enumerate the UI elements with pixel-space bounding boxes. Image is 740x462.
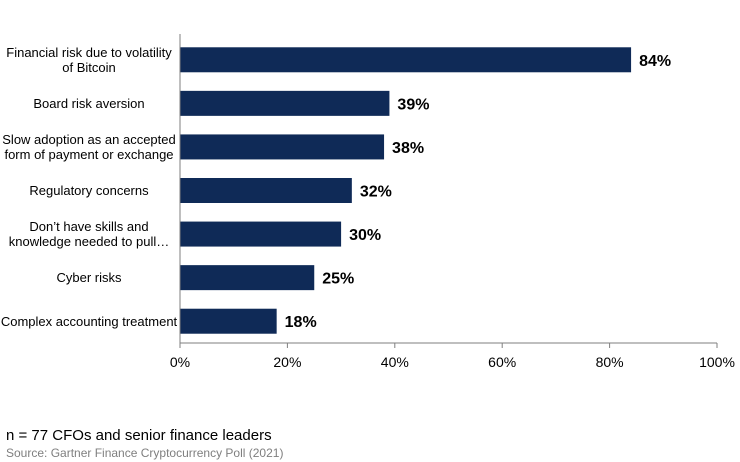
- data-label: 32%: [360, 184, 392, 201]
- source-note: Source: Gartner Finance Cryptocurrency P…: [6, 446, 284, 460]
- data-label: 84%: [639, 53, 671, 70]
- x-tick-label: 80%: [596, 354, 624, 370]
- category-label: Board risk aversion: [33, 95, 145, 111]
- bar: [180, 265, 315, 291]
- category-label: Slow adoption as an accepted form of pay…: [2, 131, 176, 162]
- data-label: 39%: [397, 96, 429, 113]
- bar: [180, 221, 342, 247]
- data-label: 30%: [349, 227, 381, 244]
- data-label: 38%: [392, 140, 424, 157]
- bar: [180, 178, 352, 203]
- x-tick-label: 60%: [488, 354, 516, 370]
- bar: [180, 47, 632, 73]
- bar: [180, 134, 385, 160]
- category-label: Regulatory concerns: [29, 183, 149, 198]
- category-label: Financial risk due to volatility of Bitc…: [6, 44, 172, 75]
- sample-size-note: n = 77 CFOs and senior finance leaders: [6, 427, 272, 444]
- bar: [180, 308, 277, 334]
- data-label: 25%: [322, 271, 354, 288]
- category-label: Don’t have skills and knowledge needed t…: [8, 219, 170, 250]
- x-tick-label: 20%: [273, 354, 301, 370]
- bar: [180, 90, 390, 116]
- category-label: Complex accounting treatment: [0, 313, 178, 329]
- data-label: 18%: [285, 314, 317, 331]
- category-label: Cyber risks: [56, 270, 122, 286]
- x-tick-label: 40%: [381, 354, 409, 370]
- x-tick-label: 0%: [170, 354, 190, 370]
- bar-chart: 84% 39% 38% 32% 30% 25% 18% 0% 20% 40% 60% 80% 100%: [170, 34, 735, 370]
- x-tick-label: 100%: [699, 354, 735, 370]
